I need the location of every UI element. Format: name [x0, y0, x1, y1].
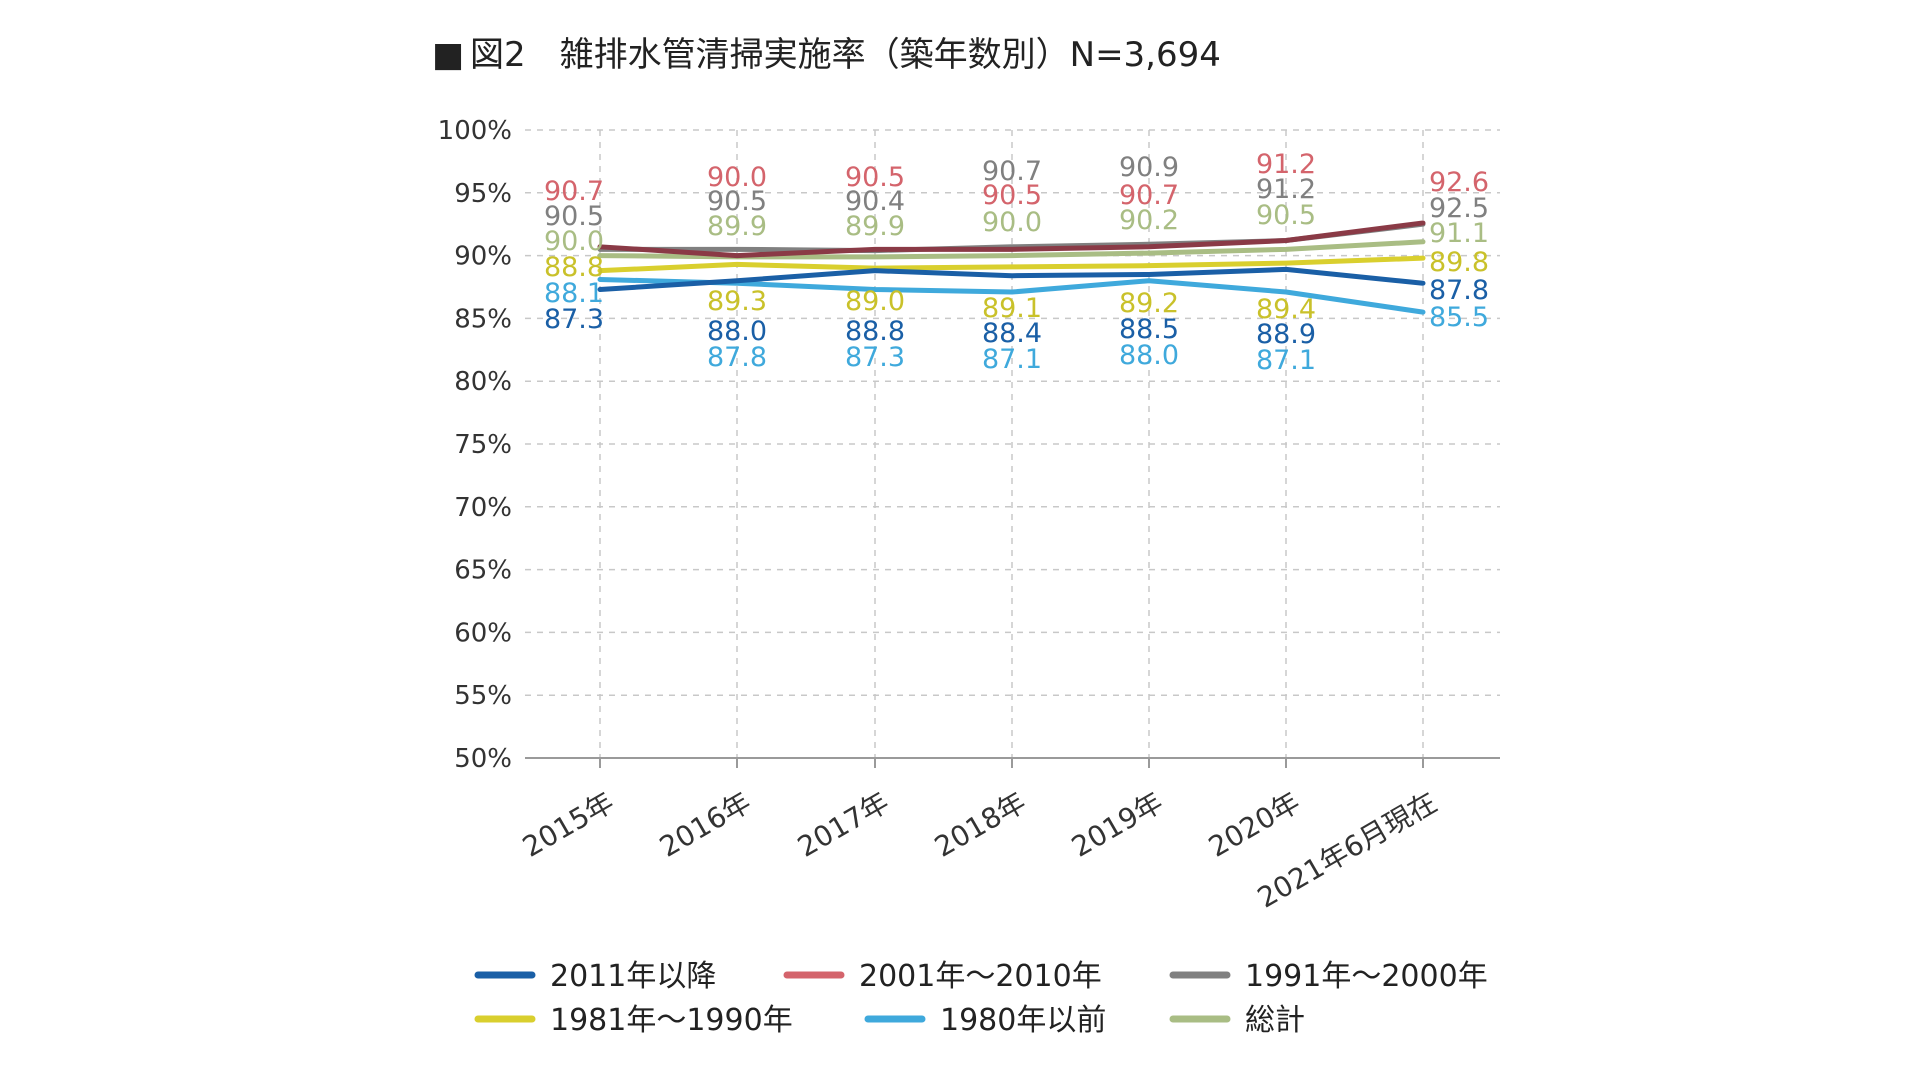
legend-item: 総計	[1169, 1003, 1305, 1038]
y-tick-label: 80%	[454, 367, 512, 397]
data-label: 89.8	[1429, 247, 1489, 278]
y-tick-label: 75%	[454, 430, 512, 460]
data-label: 90.5	[845, 162, 905, 193]
data-label: 90.0	[544, 226, 604, 257]
data-label: 89.2	[1119, 288, 1179, 319]
data-label: 89.1	[982, 293, 1042, 324]
legend-label: 2001年～2010年	[859, 959, 1102, 994]
data-label: 87.8	[1429, 275, 1489, 306]
chart-title-marker: ■	[432, 35, 464, 75]
data-label: 90.5	[544, 201, 604, 232]
data-label: 88.0	[707, 316, 767, 347]
data-label: 91.2	[1256, 149, 1316, 180]
data-label: 90.7	[1119, 180, 1179, 211]
data-label: 90.5	[1256, 200, 1316, 231]
y-tick-label: 60%	[454, 618, 512, 648]
data-label: 90.4	[845, 186, 905, 217]
data-labels-layer: 87.3 88.0 88.8 88.4 88.5 88.987.890.7 90.0 90.5…	[544, 149, 1489, 376]
data-label: 90.9	[1119, 152, 1179, 183]
legend-item: 1981年～1990年	[474, 1003, 793, 1038]
legend: 2011年以降 2001年～2010年 1991年～2000年 1981年～1990年…	[474, 959, 1488, 1038]
data-label: 88.8	[845, 316, 905, 347]
y-tick-label: 65%	[454, 556, 512, 586]
y-tick-label: 70%	[454, 493, 512, 523]
data-label: 92.5	[1429, 193, 1489, 224]
data-label: 88.1	[544, 278, 604, 309]
data-label: 89.3	[707, 286, 767, 317]
data-label: 89.0	[845, 286, 905, 317]
data-label: 88.4	[982, 318, 1042, 349]
y-tick-label: 95%	[454, 179, 512, 209]
data-label: 90.5	[982, 180, 1042, 211]
data-label: 91.1	[1429, 218, 1489, 249]
legend-label: 1980年以前	[940, 1003, 1106, 1038]
data-label: 90.0	[982, 207, 1042, 238]
data-label: 87.8	[707, 342, 767, 373]
data-label: 90.7	[544, 176, 604, 207]
data-label: 87.1	[982, 344, 1042, 375]
x-tick-label: 2015年	[517, 785, 619, 863]
data-label: 91.2	[1256, 174, 1316, 205]
chart-title-group: ■ 図2 雑排水管清掃実施率（築年数別）N=3,694	[432, 35, 1221, 75]
grid-layer: 100% 95% 90% 85% 80% 75% 70% 65% 60% 55% 50%	[438, 116, 1500, 774]
data-label: 90.5	[707, 186, 767, 217]
y-tick-label: 100%	[438, 116, 512, 146]
x-tick-label: 2017年	[792, 785, 894, 863]
data-label: 88.9	[1256, 319, 1316, 350]
legend-label: 1981年～1990年	[550, 1003, 793, 1038]
data-label: 90.7	[982, 156, 1042, 187]
data-label: 90.2	[1119, 205, 1179, 236]
legend-item: 1991年～2000年	[1169, 959, 1488, 994]
data-label: 88.8	[544, 252, 604, 283]
data-label: 85.5	[1429, 302, 1489, 333]
legend-item: 2001年～2010年	[783, 959, 1102, 994]
legend-label: 2011年以降	[550, 959, 716, 994]
x-tick-label: 2020年	[1203, 785, 1305, 863]
x-tick-label: 2016年	[654, 785, 756, 863]
legend-item: 1980年以前	[864, 1003, 1106, 1038]
legend-label: 1991年～2000年	[1245, 959, 1488, 994]
data-label: 89.9	[845, 211, 905, 242]
y-tick-label: 85%	[454, 304, 512, 334]
legend-item: 2011年以降	[474, 959, 716, 994]
legend-label: 総計	[1245, 1003, 1305, 1038]
chart-title: 図2 雑排水管清掃実施率（築年数別）N=3,694	[470, 35, 1221, 75]
data-label: 89.4	[1256, 294, 1316, 325]
data-label: 88.5	[1119, 314, 1179, 345]
y-tick-label: 90%	[454, 242, 512, 272]
data-label: 90.0	[707, 162, 767, 193]
data-label: 87.1	[1256, 345, 1316, 376]
lines-layer	[597, 220, 1426, 315]
data-label: 87.3	[544, 304, 604, 335]
x-tick-label: 2018年	[929, 785, 1031, 863]
data-label: 92.6	[1429, 167, 1489, 198]
y-tick-label: 55%	[454, 681, 512, 711]
data-label: 88.0	[1119, 340, 1179, 371]
x-tick-label: 2019年	[1066, 785, 1168, 863]
data-label: 89.9	[707, 211, 767, 242]
y-tick-label: 50%	[454, 744, 512, 774]
data-label: 87.3	[845, 342, 905, 373]
